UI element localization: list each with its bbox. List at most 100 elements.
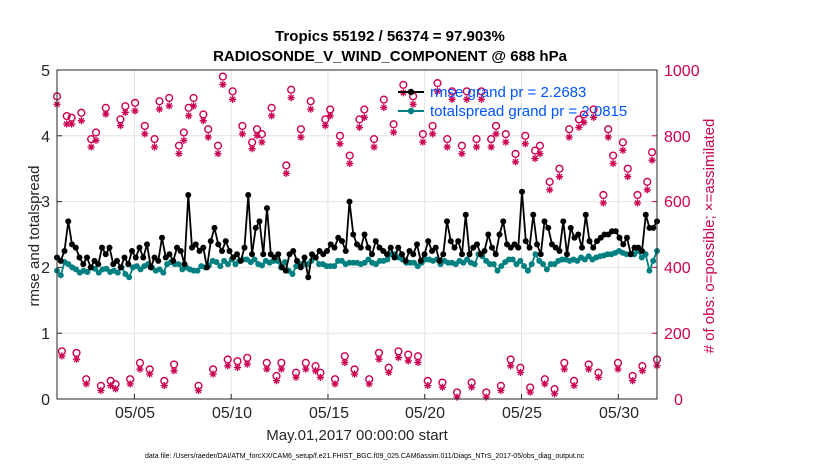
series-point-totalspread	[160, 269, 167, 276]
y-right-tick-label: 1000	[664, 63, 700, 80]
series-point-totalspread	[490, 261, 497, 268]
obs-assimilated-point	[102, 110, 110, 118]
obs-assimilated-point	[536, 150, 544, 158]
obs-assimilated-point	[560, 365, 568, 373]
asterisk-stroke	[561, 366, 568, 373]
asterisk-stroke	[258, 139, 265, 146]
series-point-rmse	[496, 231, 503, 238]
obs-assimilated-point	[385, 368, 393, 376]
series-point-totalspread	[494, 267, 501, 274]
obs-assimilated-point	[360, 113, 368, 122]
asterisk-stroke	[580, 119, 587, 126]
obs-assimilated-point	[258, 138, 266, 146]
series-point-totalspread	[289, 270, 296, 277]
asterisk-stroke	[78, 117, 85, 124]
asterisk-stroke	[141, 130, 148, 137]
obs-assimilated-point	[150, 143, 159, 151]
obs-possible-point	[555, 164, 564, 173]
obs-assimilated-point	[336, 140, 344, 148]
obs-assimilated-point	[589, 113, 598, 122]
obs-assimilated-point	[619, 146, 627, 154]
asterisk-stroke	[517, 369, 524, 376]
obs-assimilated-point	[502, 138, 510, 146]
obs-assimilated-point	[555, 173, 564, 181]
obs-assimilated-point	[429, 130, 437, 138]
asterisk-stroke	[234, 364, 241, 371]
obs-assimilated-point	[87, 143, 95, 151]
asterisk-stroke	[600, 199, 607, 206]
series-point-rmse	[492, 251, 499, 258]
obs-possible-point	[130, 98, 140, 108]
x-tick-label: 05/05	[115, 405, 155, 422]
asterisk-stroke	[263, 366, 270, 373]
series-point-totalspread	[217, 263, 224, 270]
obs-assimilated-point	[458, 150, 466, 158]
obs-assimilated-point	[409, 100, 417, 108]
series-point-rmse	[462, 211, 469, 218]
asterisk-stroke	[414, 359, 421, 366]
obs-assimilated-point	[160, 381, 168, 390]
series-point-rmse	[639, 247, 645, 254]
asterisk-stroke	[624, 173, 631, 180]
obs-assimilated-point	[419, 138, 427, 146]
asterisk-stroke	[575, 124, 582, 131]
series-point-rmse	[241, 244, 248, 251]
series-point-rmse	[399, 251, 405, 258]
series-point-rmse	[466, 251, 473, 258]
asterisk-stroke	[63, 121, 70, 127]
asterisk-stroke	[551, 390, 558, 397]
obs-possible-point	[511, 149, 520, 158]
obs-assimilated-point	[433, 87, 442, 95]
asterisk-stroke	[468, 384, 475, 391]
obs-assimilated-point	[170, 367, 178, 375]
obs-assimilated-point	[463, 95, 471, 103]
series-point-rmse	[440, 251, 447, 258]
series-point-rmse	[534, 241, 540, 248]
asterisk-stroke	[502, 139, 509, 146]
obs-assimilated-point	[126, 380, 134, 388]
chart-subtitle: RADIOSONDE_V_WIND_COMPONENT @ 688 hPa	[213, 48, 568, 65]
asterisk-stroke	[254, 132, 260, 139]
series-point-totalspread	[259, 262, 266, 269]
obs-possible-point	[604, 125, 613, 134]
obs-assimilated-point	[277, 365, 285, 373]
series-point-rmse	[155, 257, 162, 264]
obs-assimilated-point	[414, 358, 422, 367]
series-point-totalspread	[57, 272, 64, 279]
obs-possible-point	[589, 105, 598, 114]
asterisk-stroke	[88, 144, 95, 151]
obs-assimilated-point	[238, 130, 246, 138]
obs-possible-point	[418, 130, 427, 139]
series-point-totalspread	[540, 261, 547, 268]
obs-assimilated-point	[77, 117, 85, 125]
series-point-rmse	[556, 247, 563, 254]
obs-assimilated-point	[263, 365, 271, 373]
asterisk-stroke	[200, 117, 207, 124]
obs-assimilated-point	[146, 370, 154, 378]
obs-assimilated-point	[292, 373, 300, 381]
series-point-totalspread	[517, 257, 524, 264]
obs-possible-point	[521, 131, 530, 140]
obs-possible-point	[369, 134, 379, 144]
obs-assimilated-point	[511, 158, 520, 166]
obs-assimilated-point	[194, 386, 203, 395]
series-point-rmse	[95, 261, 102, 268]
asterisk-stroke	[493, 130, 500, 137]
obs-assimilated-point	[575, 123, 583, 131]
obs-assimilated-point	[565, 133, 573, 141]
series-point-rmse	[200, 244, 207, 251]
asterisk-stroke	[449, 96, 456, 103]
asterisk-stroke	[595, 374, 602, 381]
series-point-rmse	[421, 251, 428, 258]
obs-assimilated-point	[316, 373, 325, 381]
asterisk-stroke	[273, 377, 280, 384]
obs-assimilated-point	[424, 381, 432, 390]
obs-assimilated-point	[131, 107, 139, 115]
asterisk-stroke	[112, 385, 119, 392]
obs-possible-point	[306, 97, 315, 106]
obs-assimilated-point	[443, 143, 451, 151]
series-point-rmse	[612, 228, 619, 235]
obs-possible-point	[477, 87, 486, 96]
obs-assimilated-point	[307, 105, 315, 113]
series-point-totalspread	[331, 263, 338, 270]
